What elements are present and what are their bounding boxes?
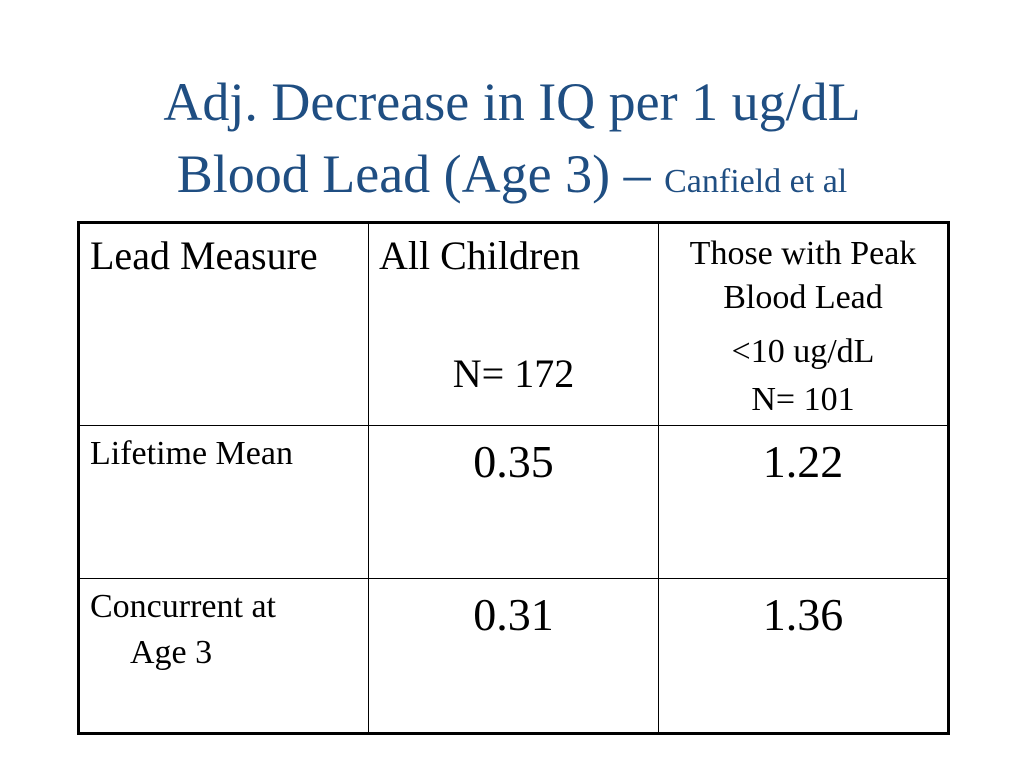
header-all-children-n: N= 172: [452, 351, 575, 396]
value-cell-peak: 1.36: [658, 578, 949, 734]
value-peak-lead: 1.36: [762, 589, 844, 640]
row-label: Lifetime Mean: [80, 426, 368, 474]
header-peak-line-3: <10 ug/dL: [731, 333, 875, 370]
header-all-children: All Children: [379, 233, 581, 278]
title-line-1: Adj. Decrease in IQ per 1 ug/dL: [163, 72, 861, 132]
header-peak-line-2: Blood Lead: [723, 279, 883, 316]
row-label-continuation: Age 3: [130, 634, 213, 671]
table-row: Lifetime Mean 0.35 1.22: [78, 425, 949, 579]
results-table: Lead Measure All Children N= 172 Those w…: [77, 221, 950, 735]
row-label-text: Concurrent at: [90, 588, 276, 625]
table-header-row: Lead Measure All Children N= 172 Those w…: [78, 222, 949, 426]
value-peak-lead: 1.22: [762, 436, 844, 487]
row-label-cell: Concurrent at Age 3: [78, 578, 369, 734]
value-all-children: 0.31: [473, 589, 554, 640]
value-all-children: 0.35: [473, 436, 554, 487]
header-peak-line-1: Those with Peak: [689, 235, 917, 272]
header-cell-all-children: All Children N= 172: [368, 222, 659, 426]
value-cell-all: 0.31: [368, 578, 659, 734]
title-credit: Canfield et al: [664, 163, 848, 200]
row-label: Concurrent at Age 3: [80, 579, 368, 673]
value-cell-all: 0.35: [368, 425, 659, 579]
value-cell-peak: 1.22: [658, 425, 949, 579]
header-peak-n: N= 101: [751, 381, 855, 418]
row-label-text: Lifetime Mean: [90, 435, 293, 472]
row-label-cell: Lifetime Mean: [78, 425, 369, 579]
title-line-2-text: Blood Lead (Age 3) –: [176, 144, 665, 204]
header-cell-peak-lead: Those with Peak Blood Lead <10 ug/dL N= …: [658, 222, 949, 426]
table-row: Concurrent at Age 3 0.31 1.36: [78, 578, 949, 734]
header-lead-measure: Lead Measure: [90, 233, 318, 278]
title-line-2: Blood Lead (Age 3) – Canfield et al: [0, 138, 1024, 218]
header-peak-lead: Those with Peak Blood Lead <10 ug/dL N= …: [659, 224, 947, 422]
header-cell-lead-measure: Lead Measure: [78, 222, 369, 426]
slide-title: Adj. Decrease in IQ per 1 ug/dL Blood Le…: [0, 66, 1024, 218]
